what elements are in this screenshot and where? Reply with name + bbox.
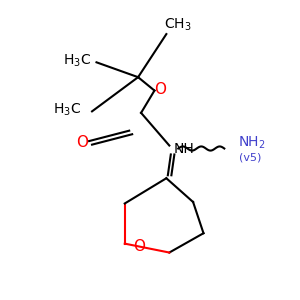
Text: H$_3$C: H$_3$C [53, 102, 81, 118]
Text: (v5): (v5) [239, 152, 262, 162]
Text: CH$_3$: CH$_3$ [164, 17, 192, 33]
Text: NH$_2$: NH$_2$ [238, 134, 266, 151]
Text: O: O [134, 239, 146, 254]
Text: O: O [76, 135, 88, 150]
Text: O: O [154, 82, 166, 97]
Text: H$_3$C: H$_3$C [63, 52, 91, 69]
Text: NH: NH [174, 142, 195, 155]
